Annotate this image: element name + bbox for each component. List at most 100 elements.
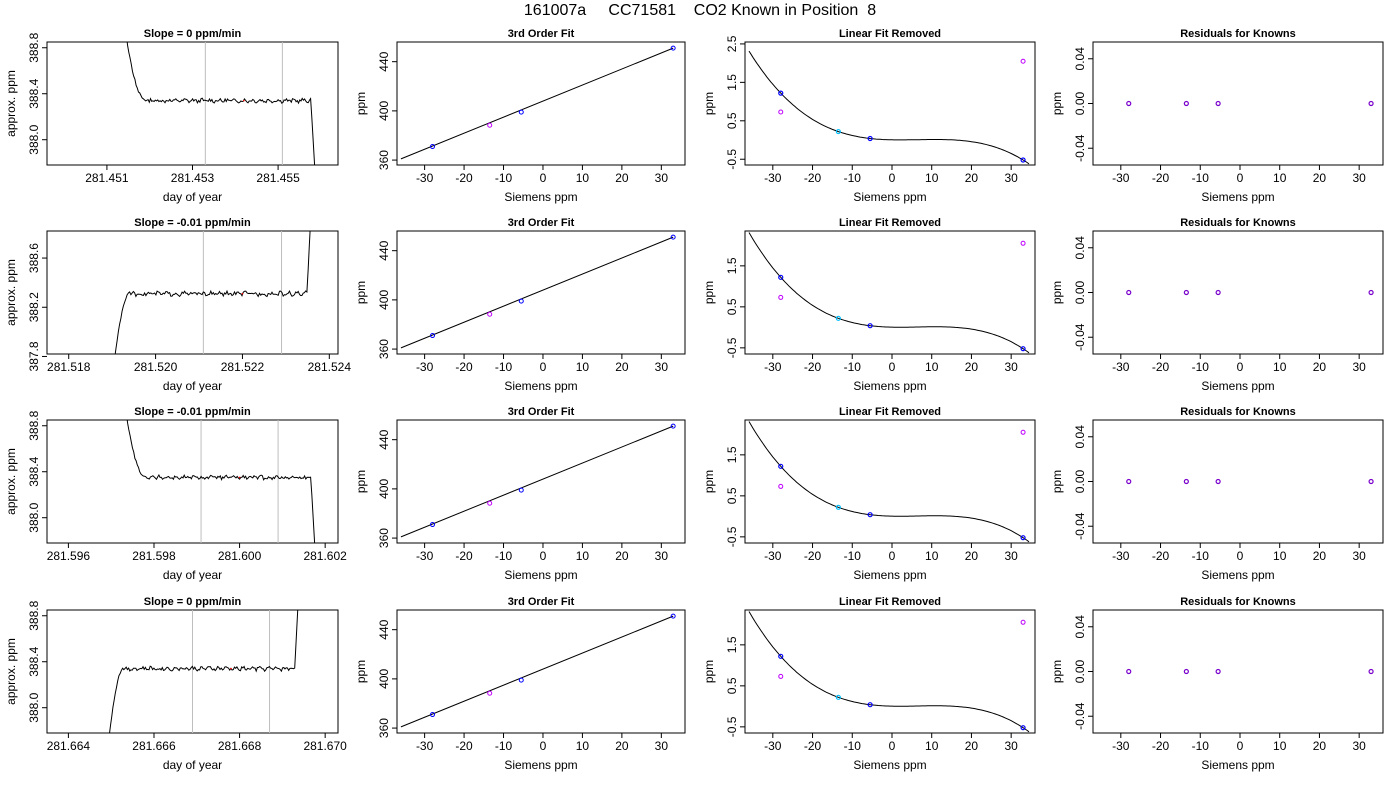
panel-title: Residuals for Knowns (1180, 217, 1296, 229)
residual-point (1126, 668, 1132, 675)
x-tick-label: 0 (540, 739, 547, 753)
x-tick-label: -20 (455, 360, 473, 374)
x-tick-label: 281.596 (47, 549, 91, 563)
x-tick-label: -20 (1152, 360, 1170, 374)
x-tick-label: -20 (804, 549, 822, 563)
x-tick-label: 20 (1313, 549, 1327, 563)
y-axis-label: ppm (1050, 660, 1064, 683)
x-tick-label: -10 (495, 549, 513, 563)
y-axis-label: ppm (1050, 92, 1064, 115)
y-tick-label: 388.0 (27, 692, 41, 722)
data-point (487, 311, 493, 317)
x-tick-label: 30 (655, 171, 669, 185)
x-tick-label: 30 (1352, 360, 1366, 374)
residual-point (1368, 289, 1374, 296)
panel-r2-c1: 3rd Order Fit -30 -20 -10 0 10 20 30 360 400 440 Si… (354, 406, 686, 582)
plot-frame (1092, 419, 1384, 544)
fit-curve (748, 611, 1030, 733)
x-tick-label: -30 (1112, 360, 1130, 374)
x-tick-label: -30 (1112, 171, 1130, 185)
x-tick-label: 10 (1273, 739, 1287, 753)
plot-area (748, 50, 1030, 165)
x-tick-label: 30 (655, 549, 669, 563)
panel-r3-c0: Slope = 0 ppm/min 281.664 281.666 281.668 28… (4, 596, 347, 772)
plot-frame (396, 419, 686, 544)
other-point (1020, 240, 1026, 246)
plot-area (748, 611, 1030, 733)
x-tick-label: -30 (416, 549, 434, 563)
y-tick-label: 1.5 (725, 636, 739, 653)
plot-area (748, 232, 1030, 354)
residual-point (1215, 100, 1221, 107)
plot-area (400, 234, 676, 349)
x-tick-label: 0 (1237, 549, 1244, 563)
x-tick-label: 30 (1352, 549, 1366, 563)
y-tick-label: -0.5 (725, 716, 739, 737)
x-tick-label: -30 (1112, 739, 1130, 753)
x-tick-label: 10 (925, 549, 939, 563)
x-tick-label: -30 (764, 549, 782, 563)
fit-line (400, 47, 674, 160)
plot-area (109, 610, 299, 733)
x-tick-label: -20 (455, 171, 473, 185)
panel-r1-c1: 3rd Order Fit -30 -20 -10 0 10 20 30 360 400 440 Si… (354, 217, 686, 393)
x-axis-label: Siemens ppm (853, 190, 926, 204)
y-axis-label: ppm (702, 92, 716, 115)
known-point (1020, 157, 1026, 163)
x-tick-label: -20 (804, 171, 822, 185)
other-point (778, 109, 784, 115)
x-axis-label: Siemens ppm (504, 379, 577, 393)
other-point (778, 483, 784, 489)
known-point (835, 694, 841, 700)
data-point (670, 234, 676, 240)
y-axis-label: ppm (702, 660, 716, 683)
y-tick-label: -0.5 (725, 149, 739, 170)
residual-point (1183, 289, 1189, 296)
known-point (1020, 535, 1026, 541)
residual-point (1368, 478, 1374, 485)
panel-title: Linear Fit Removed (839, 406, 941, 418)
y-tick-label: 400 (377, 101, 391, 121)
plot-area (126, 420, 316, 543)
x-tick-label: -10 (844, 171, 862, 185)
x-axis-label: Siemens ppm (1201, 568, 1274, 582)
residual-point (1215, 668, 1221, 675)
plot-area (1126, 668, 1374, 675)
panel-title: 3rd Order Fit (508, 28, 575, 40)
other-point (778, 294, 784, 300)
y-tick-label: 0.04 (1073, 236, 1087, 260)
x-axis-label: Siemens ppm (853, 379, 926, 393)
figure-title: 161007a CC71581 CO2 Known in Position 8 (523, 2, 877, 19)
y-axis-label: approx. ppm (4, 70, 18, 137)
residual-point (1183, 478, 1189, 485)
y-tick-label: 440 (377, 51, 391, 71)
x-tick-label: 0 (889, 171, 896, 185)
x-tick-label: 10 (1273, 549, 1287, 563)
plot-frame (744, 230, 1036, 355)
data-point (430, 333, 436, 339)
x-tick-label: 281.666 (132, 739, 176, 753)
plot-area (126, 42, 316, 165)
x-tick-label: 30 (655, 739, 669, 753)
panel-title: Linear Fit Removed (839, 217, 941, 229)
data-point (670, 45, 676, 51)
x-tick-label: 281.600 (218, 549, 262, 563)
data-point (487, 690, 493, 696)
plot-area (400, 423, 676, 538)
y-tick-label: 0.04 (1073, 615, 1087, 639)
panel-title: Residuals for Knowns (1180, 28, 1296, 40)
known-point (835, 504, 841, 510)
plot-area (1126, 100, 1374, 107)
x-axis-label: day of year (163, 758, 222, 772)
residual-point (1126, 478, 1132, 485)
y-tick-label: 0.00 (1073, 659, 1087, 683)
y-tick-label: 0.5 (725, 487, 739, 504)
y-tick-label: 2.5 (725, 35, 739, 52)
x-tick-label: 20 (1313, 739, 1327, 753)
x-tick-label: -30 (764, 360, 782, 374)
x-tick-label: -10 (495, 739, 513, 753)
y-axis-label: ppm (354, 281, 368, 304)
x-tick-label: 20 (1313, 360, 1327, 374)
x-tick-label: -20 (1152, 739, 1170, 753)
